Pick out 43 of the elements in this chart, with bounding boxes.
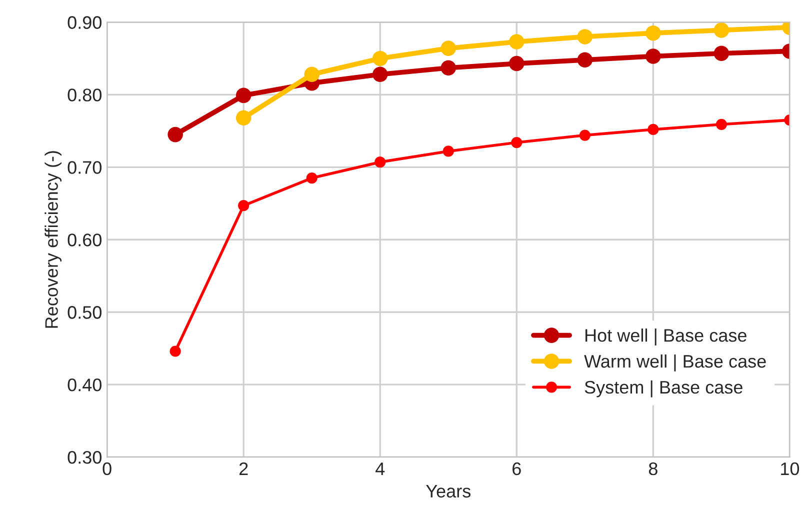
y-tick-label: 0.40 — [68, 378, 102, 392]
x-tick-label: 6 — [512, 462, 521, 476]
point — [236, 110, 252, 126]
point — [372, 66, 388, 82]
point — [372, 50, 388, 66]
x-tick-label: 0 — [102, 462, 112, 476]
point — [714, 22, 730, 38]
point — [577, 52, 593, 68]
y-axis-title: Recovery efficiency (-) — [44, 151, 62, 328]
y-tick-label: 0.30 — [68, 450, 102, 464]
point — [646, 48, 661, 64]
x-axis-title: Years — [426, 484, 470, 498]
point — [714, 46, 730, 62]
x-tick-label: 4 — [376, 462, 385, 475]
point — [577, 29, 593, 44]
x-tick-label: 10 — [781, 462, 800, 476]
y-tick-label: 0.60 — [68, 234, 102, 246]
y-tick-label: 0.50 — [68, 306, 102, 319]
x-tick-label: 8 — [648, 462, 658, 476]
y-tick-label: 0.90 — [68, 16, 102, 29]
point — [579, 130, 590, 141]
legend-label: Warm well | Base case — [584, 354, 766, 372]
point — [511, 136, 522, 148]
point — [236, 88, 252, 104]
point — [238, 200, 250, 212]
point — [170, 346, 181, 357]
legend-label: Hot well | Base case — [586, 328, 746, 346]
point — [440, 40, 456, 56]
point — [716, 118, 727, 130]
point — [168, 126, 183, 142]
point — [509, 56, 524, 72]
y-tick-label: 0.80 — [68, 88, 102, 102]
point — [440, 60, 456, 76]
point — [374, 156, 386, 168]
point — [648, 124, 659, 136]
point — [304, 66, 320, 82]
legend-label: System | Base case — [584, 380, 742, 398]
point — [442, 146, 454, 157]
point — [646, 25, 661, 41]
point — [306, 172, 318, 184]
y-tick-label: 0.70 — [68, 161, 102, 174]
x-tick-label: 2 — [239, 462, 248, 475]
point — [509, 34, 524, 50]
